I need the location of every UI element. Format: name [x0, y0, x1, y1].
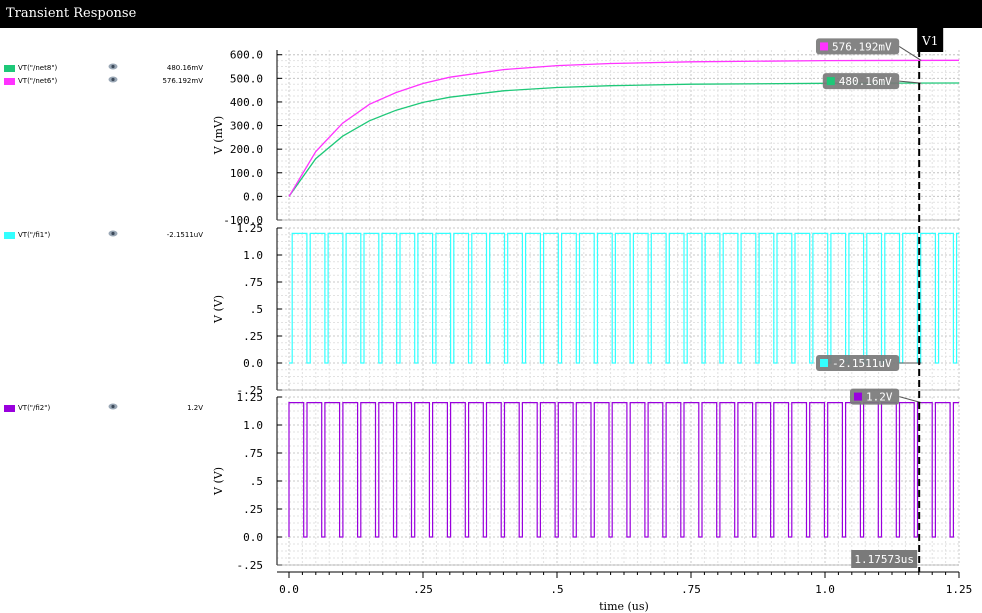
x-axis-title: time (us) — [599, 600, 649, 613]
legend-row[interactable]: VT("/fi1") -2.1511uV — [0, 229, 215, 243]
cursor-x-box[interactable] — [851, 550, 918, 568]
cursor-tag[interactable] — [917, 28, 944, 52]
y-axis-title: V (mV) — [212, 116, 225, 155]
marker-label: 480.16mV — [839, 75, 892, 88]
y-tick-label: 1.25 — [237, 222, 264, 235]
marker-leader — [899, 396, 922, 404]
y-tick-label: 200.0 — [230, 143, 263, 156]
marker-label: 576.192mV — [832, 40, 892, 53]
chart-panel-2[interactable]: -.25 0.0 .25 .5 .75 1.0 1.25 V (V) — [212, 222, 960, 397]
y-tick-label: 1.25 — [237, 391, 264, 404]
y-tick-label: 600.0 — [230, 49, 263, 62]
y-tick-label: .25 — [243, 503, 263, 516]
legend-value: 480.16mV — [166, 64, 203, 72]
marker-swatch — [819, 359, 828, 367]
y-tick-label: 0.0 — [243, 190, 263, 203]
marker-label: 1.2V — [866, 391, 893, 404]
y-tick-label: 1.0 — [243, 419, 263, 432]
eye-icon[interactable] — [108, 230, 118, 237]
chart-panel-3[interactable]: -.25 0.0 .25 .5 .75 1.0 1.25 V (V) — [212, 391, 960, 572]
marker-tag[interactable]: -2.1511uV — [815, 355, 922, 371]
marker-swatch — [853, 392, 862, 401]
y-axis-title: V (V) — [212, 467, 225, 496]
y-axis-title: V (V) — [212, 295, 225, 324]
y-tick-label: .5 — [250, 303, 263, 316]
y-tick-label: .75 — [243, 276, 263, 289]
x-tick-label: 0.0 — [279, 583, 299, 596]
y-tick-label: -100.0 — [223, 214, 263, 227]
legend-value: 1.2V — [187, 404, 203, 412]
legend-signal-name: VT("/fi1") — [18, 231, 51, 239]
legend-row[interactable]: VT("/net8") 480.16mV — [0, 62, 215, 76]
marker-box[interactable] — [822, 73, 900, 90]
y-tick-label: 100.0 — [230, 167, 263, 180]
eye-icon[interactable] — [108, 403, 118, 410]
legend-swatch — [4, 232, 15, 239]
marker-leader — [898, 46, 922, 61]
x-tick-label: 1.0 — [815, 583, 835, 596]
y-tick-label: 1.0 — [243, 249, 263, 262]
y-tick-label: 400.0 — [230, 96, 263, 109]
legend-row[interactable]: VT("/fi2") 1.2V — [0, 402, 215, 416]
y-tick-label: .5 — [250, 475, 263, 488]
marker-swatch — [826, 77, 835, 86]
legend-swatch — [4, 78, 15, 85]
y-tick-label: -.25 — [237, 384, 264, 397]
marker-box[interactable] — [815, 38, 900, 55]
title-bar: Transient Response — [0, 0, 982, 28]
legend-signal-name: VT("/fi2") — [18, 404, 51, 412]
legend-swatch — [4, 65, 15, 72]
series-line-square[interactable] — [289, 232, 959, 364]
y-tick-label: 0.0 — [243, 531, 263, 544]
y-tick-label: 0.0 — [243, 357, 263, 370]
y-tick-label: 300.0 — [230, 120, 263, 133]
series-line[interactable] — [288, 82, 959, 197]
x-tick-label: .25 — [413, 583, 433, 596]
series-line-square[interactable] — [288, 402, 959, 538]
legend-value: 576.192mV — [162, 77, 203, 85]
legend-swatch — [4, 405, 15, 412]
marker-label: -2.1511uV — [832, 357, 892, 370]
cursor-x-label: 1.17573us — [854, 553, 914, 566]
marker-tag[interactable]: 1.2V — [849, 388, 922, 405]
legend-value: -2.1511uV — [166, 231, 203, 239]
legend-row[interactable]: VT("/net6") 576.192mV — [0, 75, 215, 89]
y-tick-label: .25 — [243, 330, 263, 343]
window-title: Transient Response — [6, 6, 137, 21]
x-tick-label: 1.25 — [946, 583, 973, 596]
marker-box[interactable] — [849, 388, 900, 405]
legend-signal-name: VT("/net6") — [18, 77, 58, 85]
marker-tag[interactable]: 576.192mV — [815, 38, 922, 61]
y-tick-label: 500.0 — [230, 72, 263, 85]
cursor-name: V1 — [921, 34, 938, 48]
marker-swatch — [819, 42, 828, 51]
eye-icon[interactable] — [108, 76, 118, 83]
y-tick-label: -.25 — [237, 559, 264, 572]
eye-icon[interactable] — [108, 63, 118, 70]
marker-tag[interactable]: 480.16mV — [822, 73, 922, 90]
legend-signal-name: VT("/net8") — [18, 64, 58, 72]
series-line[interactable] — [288, 59, 959, 197]
marker-box[interactable] — [815, 355, 900, 371]
x-tick-label: .5 — [550, 583, 563, 596]
x-tick-label: .75 — [681, 583, 701, 596]
y-tick-label: .75 — [243, 447, 263, 460]
marker-leader — [899, 80, 922, 84]
